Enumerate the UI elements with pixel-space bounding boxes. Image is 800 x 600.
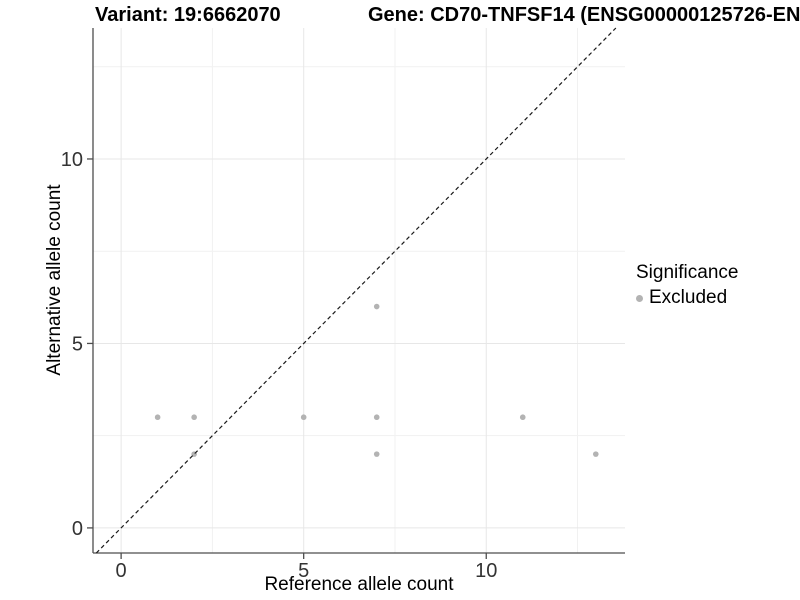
data-point [373,451,380,457]
data-point [154,414,161,421]
y-tick-label: 5 [72,333,83,355]
plot-title-gene: Gene: CD70-TNFSF14 (ENSG00000125726-ENS [368,4,800,26]
data-point [373,414,380,421]
data-point [191,414,197,421]
y-tick-label: 0 [72,518,83,540]
data-point [519,414,526,421]
plot-title-variant: Variant: 19:6662070 [95,4,281,26]
legend-item-excluded: Excluded [636,287,738,309]
legend-title: Significance [636,262,739,283]
legend-point-icon [636,294,643,302]
legend-item-label: Excluded [649,287,728,308]
data-point [592,451,599,457]
y-tick-label: 10 [61,149,83,171]
x-axis-label: Reference allele count [264,574,454,595]
data-point [300,414,307,421]
data-point [373,303,380,310]
identity-reference-line [95,27,617,554]
x-tick-label: 10 [475,560,497,582]
legend: Significance Excluded [636,262,738,309]
x-tick-label: 0 [116,560,127,582]
x-tick-label: 5 [298,560,309,582]
